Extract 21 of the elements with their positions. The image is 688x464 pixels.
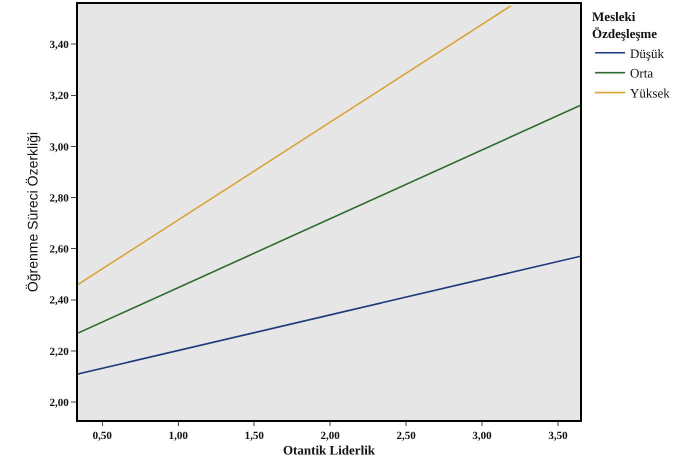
y-tick-label: 2,20 [50,346,70,358]
y-tick-label: 3,20 [50,90,70,102]
x-tick-label: 3,50 [548,430,568,442]
x-tick-label: 0,50 [92,430,112,442]
legend-label: Yüksek [630,86,670,101]
x-tick-label: 2,50 [396,430,416,442]
x-axis-title: Otantik Liderlik [282,442,376,458]
y-tick-label: 2,80 [50,192,70,204]
y-tick-label: 3,00 [50,141,70,154]
x-tick-label: 1,50 [244,430,264,442]
y-tick-label: 3,40 [50,38,70,51]
y-tick-label: 2,40 [50,294,70,307]
x-tick-label: 3,00 [472,430,492,442]
y-tick-label: 2,00 [50,396,70,409]
legend-label: Orta [630,66,654,81]
y-axis-title: Öğrenme Süreci Özerkliği [24,132,41,292]
legend-label: Düşük [630,46,664,61]
y-tick-label: 2,60 [50,244,70,256]
x-tick-label: 1,00 [168,430,188,442]
x-tick-label: 2,00 [320,430,340,442]
legend-title: Mesleki Özdeşleşme [592,8,658,41]
